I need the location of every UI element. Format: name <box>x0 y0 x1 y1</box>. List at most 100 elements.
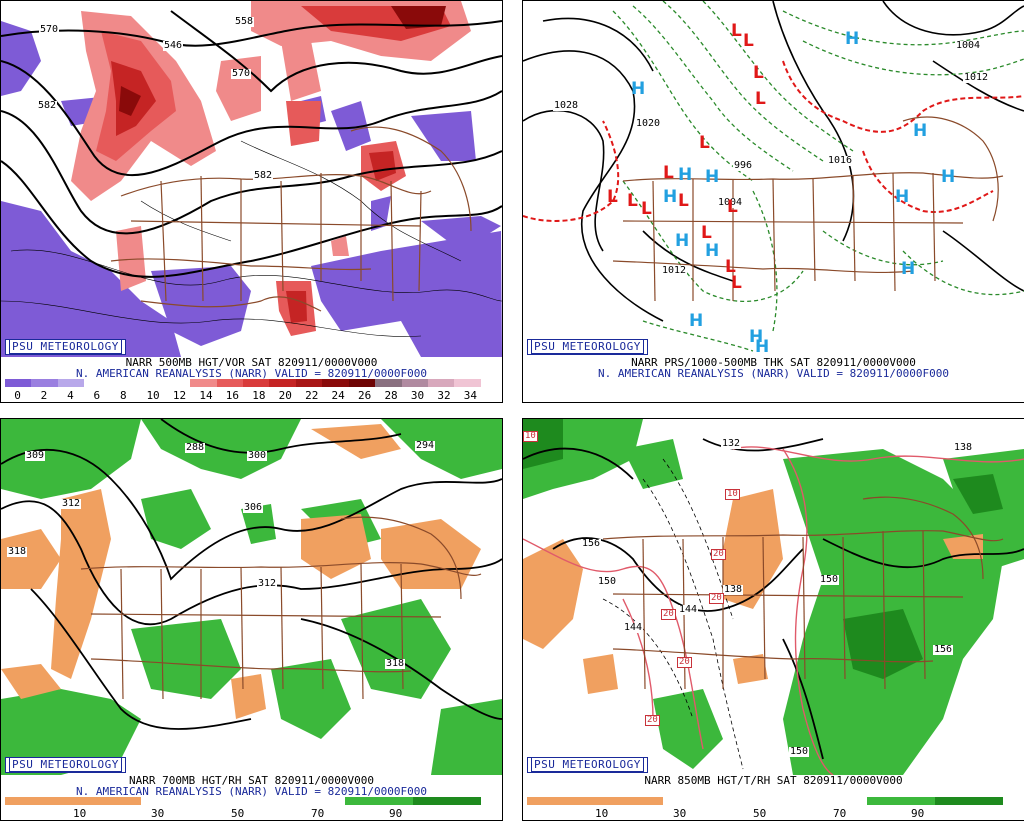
rh-tick: 90 <box>389 807 403 820</box>
contour-label: 1012 <box>661 265 688 276</box>
contour-label: 156 <box>581 538 602 549</box>
vorticity-tick: 8 <box>120 389 127 402</box>
contour-label: 138 <box>723 584 744 595</box>
colorbar-swatch <box>110 379 138 387</box>
rh-tick: 10 <box>595 807 609 820</box>
low-pressure-symbol: L <box>701 223 712 243</box>
isotherm-label: 20 <box>661 609 676 620</box>
high-pressure-symbol: H <box>901 259 916 279</box>
contour-label: 996 <box>733 160 754 171</box>
contour-label: 144 <box>623 622 644 633</box>
contour-label: 312 <box>257 578 278 589</box>
isotherm-label: 20 <box>711 549 726 560</box>
rh-tick: 70 <box>311 807 325 820</box>
contour-label: 306 <box>243 502 264 513</box>
rh-colorbar <box>5 797 481 805</box>
rh-700mb-map <box>1 419 502 775</box>
vorticity-tick: 22 <box>305 389 319 402</box>
high-pressure-symbol: H <box>749 327 764 347</box>
contour-label: 1004 <box>717 197 744 208</box>
contour-label: 1028 <box>553 100 580 111</box>
contour-label: 318 <box>385 658 406 669</box>
contour-label: 309 <box>25 450 46 461</box>
vorticity-tick: 18 <box>252 389 266 402</box>
high-pressure-symbol: H <box>678 165 693 185</box>
psu-meteorology-badge: PSU METEOROLOGY <box>527 757 648 773</box>
panel-850mb-temp-rh: 132 138 156 150 144 144 138 150 156 150 … <box>522 418 1024 821</box>
contour-label: 1016 <box>827 155 854 166</box>
panel-700mb-rh: 309 288 300 294 312 318 306 312 318 PSU … <box>0 418 503 821</box>
psu-meteorology-badge: PSU METEOROLOGY <box>5 339 126 355</box>
colorbar-swatch <box>190 379 217 387</box>
colorbar-swatch <box>163 379 191 387</box>
low-pressure-symbol: L <box>641 199 652 219</box>
high-pressure-symbol: H <box>689 311 704 331</box>
vorticity-map <box>1 1 502 357</box>
contour-label: 150 <box>819 574 840 585</box>
contour-label: 1012 <box>963 72 990 83</box>
temp-rh-850mb-map <box>523 419 1024 775</box>
low-pressure-symbol: L <box>727 197 738 217</box>
contour-label: 150 <box>597 576 618 587</box>
contour-label: 1004 <box>955 40 982 51</box>
colorbar-swatch <box>295 379 323 387</box>
psu-meteorology-badge: PSU METEOROLOGY <box>527 339 648 355</box>
isotherm-label: 20 <box>677 657 692 668</box>
high-pressure-symbol: H <box>895 187 910 207</box>
high-pressure-symbol: H <box>631 79 646 99</box>
caption-product: NARR PRS/1000-500MB THK SAT 820911/0000V… <box>631 356 916 369</box>
rh-tick: 50 <box>231 807 245 820</box>
vorticity-tick: 14 <box>199 389 213 402</box>
isotherm-label: 20 <box>645 715 660 726</box>
panel-500mb-vorticity: 570 558 546 570 582 582 PSU METEOROLOGY … <box>0 0 503 403</box>
low-pressure-symbol: L <box>731 21 742 41</box>
high-pressure-symbol: H <box>675 231 690 251</box>
low-pressure-symbol: L <box>678 191 689 211</box>
contour-label: 138 <box>953 442 974 453</box>
high-pressure-symbol: H <box>705 167 720 187</box>
contour-label: 318 <box>7 546 28 557</box>
colorbar-swatch <box>428 379 455 387</box>
high-pressure-symbol: H <box>663 187 678 207</box>
caption-product: NARR 850MB HGT/T/RH SAT 820911/0000V000 <box>644 774 903 787</box>
caption-valid: N. AMERICAN REANALYSIS (NARR) VALID = 82… <box>76 785 427 798</box>
vorticity-tick: 4 <box>67 389 74 402</box>
contour-label: 156 <box>933 644 954 655</box>
isotherm-label: 10 <box>523 431 538 442</box>
rh-colorbar <box>527 797 1003 805</box>
low-pressure-symbol: L <box>699 133 710 153</box>
colorbar-swatch <box>216 379 243 387</box>
vorticity-tick: 28 <box>384 389 398 402</box>
contour-label: 144 <box>678 604 699 615</box>
caption-product: NARR 500MB HGT/VOR SAT 820911/0000V000 <box>125 356 378 369</box>
vorticity-tick: 6 <box>93 389 101 402</box>
colorbar-swatch <box>57 379 85 387</box>
panel-slp-thickness: 1028 1020 1004 1012 1016 1012 1004 996 H… <box>522 0 1024 403</box>
vorticity-tick: 2 <box>40 389 48 402</box>
slp-thickness-map <box>523 1 1024 357</box>
caption-valid: N. AMERICAN REANALYSIS (NARR) VALID = 82… <box>598 367 949 380</box>
high-pressure-symbol: H <box>941 167 956 187</box>
colorbar-swatch <box>269 379 296 387</box>
high-pressure-symbol: H <box>913 121 928 141</box>
contour-label: 150 <box>789 746 810 757</box>
colorbar-swatch <box>137 379 164 387</box>
isotherm-label: 20 <box>709 593 724 604</box>
vorticity-colorbar <box>5 379 481 387</box>
vorticity-tick: 12 <box>172 389 187 402</box>
colorbar-swatch <box>84 379 111 387</box>
contour-label: 582 <box>253 170 274 181</box>
rh-tick: 30 <box>673 807 687 820</box>
contour-label: 582 <box>37 100 58 111</box>
rh-tick: 70 <box>833 807 847 820</box>
colorbar-swatch <box>375 379 402 387</box>
contour-label: 294 <box>415 440 436 451</box>
vorticity-tick: 30 <box>410 389 425 402</box>
contour-label: 558 <box>234 16 255 27</box>
vorticity-tick: 26 <box>358 389 372 402</box>
low-pressure-symbol: L <box>725 257 736 277</box>
low-pressure-symbol: L <box>743 31 754 51</box>
high-pressure-symbol: H <box>755 337 770 357</box>
vorticity-tick: 34 <box>463 389 478 402</box>
contour-label: 312 <box>61 498 82 509</box>
